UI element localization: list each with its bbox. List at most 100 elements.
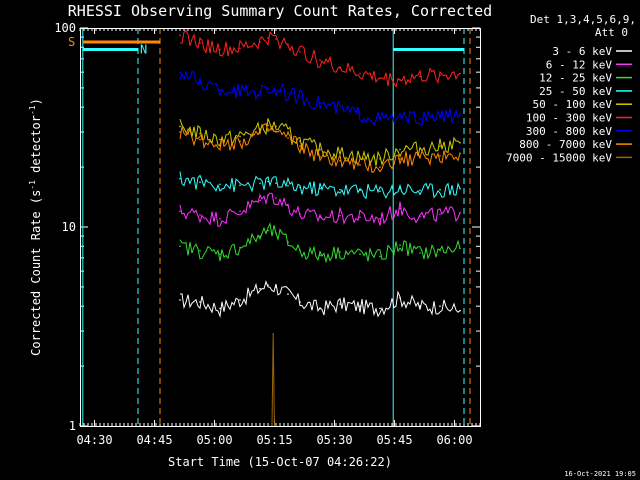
y-tick-label: 1: [69, 419, 76, 433]
series-line: [179, 171, 461, 200]
data-point: [179, 125, 181, 128]
data-point: [219, 183, 221, 186]
legend-label: 100 - 300 keV: [526, 112, 612, 125]
series-6: [179, 70, 461, 127]
data-point: [419, 252, 421, 254]
data-point: [299, 301, 301, 303]
y-tick-label: 10: [62, 220, 76, 234]
data-point: [459, 141, 461, 144]
data-point: [439, 74, 441, 76]
legend-label: 12 - 25 keV: [539, 72, 612, 85]
data-point: [239, 47, 241, 50]
series-8: [271, 333, 277, 427]
series-1: [179, 192, 461, 227]
data-point: [379, 217, 381, 220]
data-point: [272, 333, 275, 335]
data-point: [399, 244, 401, 247]
data-point: [267, 194, 269, 197]
series-3: [179, 171, 461, 200]
data-point: [379, 307, 381, 310]
data-point: [459, 309, 461, 312]
data-point: [459, 152, 461, 154]
x-tick-label: 04:30: [76, 433, 112, 447]
y-tick-label: 100: [54, 21, 76, 35]
data-point: [379, 117, 381, 120]
data-point: [219, 253, 221, 255]
x-tick-label: 05:30: [316, 433, 352, 447]
data-point: [459, 187, 461, 190]
data-point: [199, 138, 201, 141]
data-point: [379, 158, 381, 160]
x-tick-label: 05:15: [256, 433, 292, 447]
data-point: [199, 42, 201, 44]
data-point: [379, 255, 381, 258]
data-point: [439, 154, 441, 157]
data-point: [267, 128, 269, 131]
data-point: [319, 307, 321, 310]
data-point: [199, 82, 201, 84]
data-point: [359, 305, 361, 307]
legend-label: 50 - 100 keV: [533, 98, 613, 111]
data-point: [459, 247, 461, 250]
data-point: [179, 131, 181, 133]
data-point: [439, 213, 441, 215]
data-point: [275, 125, 277, 128]
data-point: [239, 246, 241, 249]
chart-title: RHESSI Observing Summary Count Rates, Co…: [68, 2, 492, 20]
data-point: [275, 38, 277, 40]
data-point: [339, 160, 341, 162]
y-axis-label: Corrected Count Rate (s-1 detector-1): [28, 98, 43, 356]
data-point: [239, 210, 241, 213]
data-point: [459, 72, 461, 75]
data-point: [419, 147, 421, 150]
data-point: [319, 187, 321, 190]
data-point: [439, 115, 441, 118]
data-point: [287, 241, 289, 243]
data-point: [259, 132, 261, 135]
legend-label: 800 - 7000 keV: [519, 138, 612, 151]
data-point: [339, 108, 341, 111]
data-point: [199, 249, 201, 252]
data-point: [219, 48, 221, 51]
data-point: [319, 59, 321, 61]
data-point: [419, 75, 421, 78]
data-point: [399, 148, 401, 151]
data-point: [287, 92, 289, 95]
data-point: [259, 90, 261, 93]
data-point: [319, 102, 321, 104]
series-0: [179, 280, 461, 318]
data-point: [299, 96, 301, 98]
data-point: [439, 188, 441, 191]
data-point: [439, 145, 441, 147]
data-point: [359, 164, 361, 166]
data-point: [359, 156, 361, 158]
series-line: [179, 192, 461, 227]
data-point: [339, 251, 341, 253]
data-point: [259, 199, 261, 202]
data-point: [239, 135, 241, 138]
data-point: [319, 148, 321, 151]
data-point: [459, 211, 461, 214]
data-point: [275, 182, 277, 184]
data-point: [275, 131, 277, 133]
data-point: [267, 37, 269, 39]
data-point: [219, 138, 221, 141]
data-point: [287, 43, 289, 45]
data-point: [287, 204, 289, 207]
x-tick-label: 05:00: [196, 433, 232, 447]
data-point: [179, 71, 181, 73]
legend-title-line2: Att 0: [595, 26, 628, 39]
legend-label: 6 - 12 keV: [546, 58, 613, 71]
data-point: [179, 177, 181, 180]
series-line: [179, 222, 461, 264]
legend-label: 25 - 50 keV: [539, 85, 612, 98]
data-point: [239, 184, 241, 187]
data-point: [219, 143, 221, 146]
series-line: [271, 333, 276, 427]
data-point: [319, 216, 321, 219]
data-point: [219, 307, 221, 310]
data-point: [359, 189, 361, 192]
data-point: [199, 132, 201, 135]
data-point: [359, 216, 361, 219]
